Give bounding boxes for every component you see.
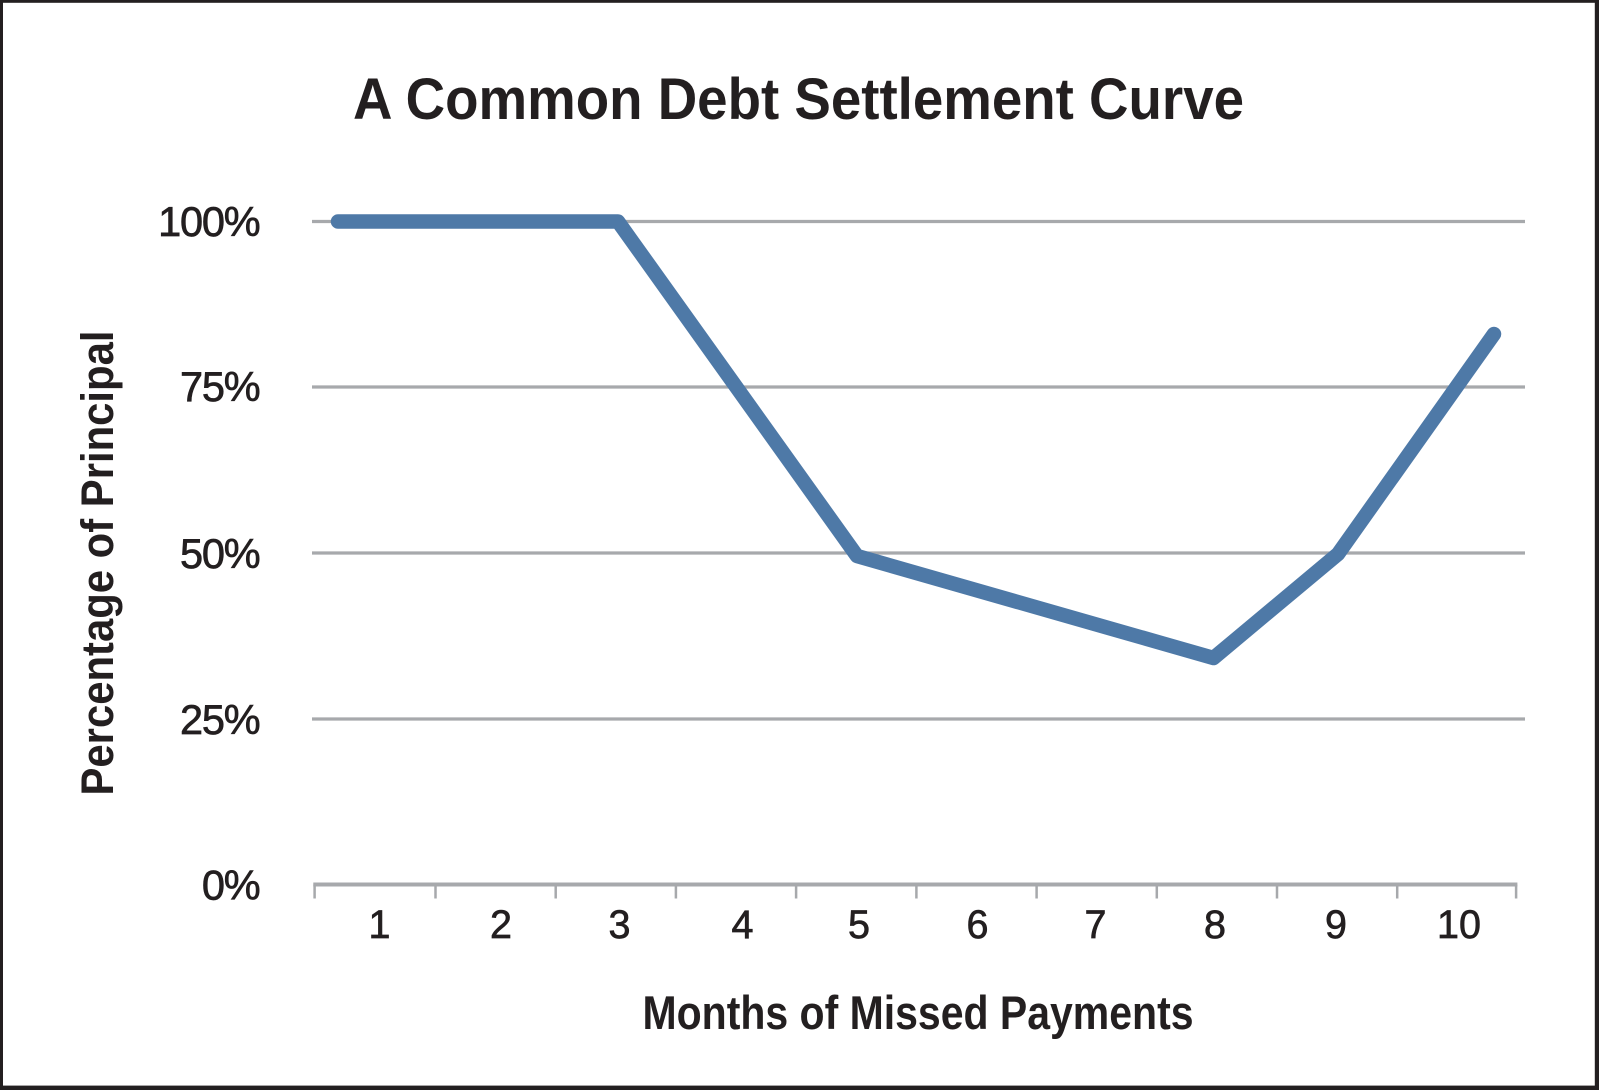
svg-text:9: 9 bbox=[1325, 903, 1347, 947]
svg-text:25%: 25% bbox=[180, 696, 260, 743]
svg-text:A Common Debt Settlement Curve: A Common Debt Settlement Curve bbox=[353, 67, 1244, 132]
svg-text:0%: 0% bbox=[202, 862, 260, 909]
svg-text:Percentage of Principal: Percentage of Principal bbox=[72, 331, 123, 796]
svg-text:7: 7 bbox=[1085, 903, 1107, 947]
svg-text:10: 10 bbox=[1437, 903, 1481, 947]
svg-text:8: 8 bbox=[1204, 903, 1226, 947]
svg-text:6: 6 bbox=[967, 903, 989, 947]
svg-text:4: 4 bbox=[732, 903, 754, 947]
svg-text:Months of Missed Payments: Months of Missed Payments bbox=[643, 986, 1194, 1039]
svg-text:2: 2 bbox=[490, 903, 512, 947]
svg-text:5: 5 bbox=[848, 903, 870, 947]
svg-text:3: 3 bbox=[609, 903, 631, 947]
svg-text:1: 1 bbox=[369, 903, 391, 947]
svg-text:100%: 100% bbox=[158, 198, 260, 245]
svg-text:50%: 50% bbox=[180, 530, 260, 577]
svg-text:75%: 75% bbox=[180, 363, 260, 410]
